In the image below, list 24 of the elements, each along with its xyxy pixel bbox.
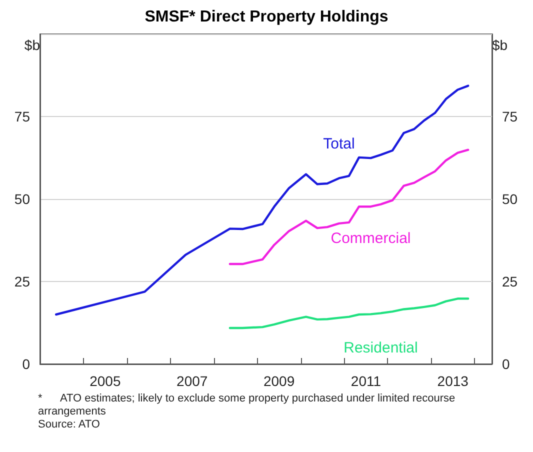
y-tick-label: 0 [22, 356, 30, 372]
y-tick-label: 75 [14, 108, 30, 124]
chart-title: SMSF* Direct Property Holdings [144, 8, 388, 26]
series-label: Residential [344, 340, 418, 357]
x-tick-label: 2009 [263, 373, 295, 389]
source-note: Source: ATO [38, 418, 100, 430]
text: * ATO estimates; likely to exclude some property purchased under limited recourse arrangements [38, 392, 458, 418]
x-tick-label: 2011 [350, 373, 382, 389]
y2-tick-label: 25 [502, 274, 518, 290]
y2-tick-label: 75 [502, 108, 518, 124]
y2-axis-title: $b [492, 37, 508, 53]
y-axis-title: $b [24, 37, 40, 53]
line-series [228, 148, 470, 266]
line-series [54, 84, 470, 316]
x-tick-label: 2005 [90, 373, 121, 389]
y-tick-label: 25 [14, 274, 30, 290]
y2-tick-label: 50 [502, 191, 518, 207]
y2-tick-label: 0 [502, 356, 510, 372]
y-tick-label: 50 [14, 191, 30, 207]
series-label: Commercial [330, 230, 411, 248]
line-series [228, 298, 470, 330]
series-label: Total [323, 136, 355, 153]
x-tick-label: 2013 [437, 373, 469, 389]
x-tick-label: 2007 [176, 373, 208, 389]
